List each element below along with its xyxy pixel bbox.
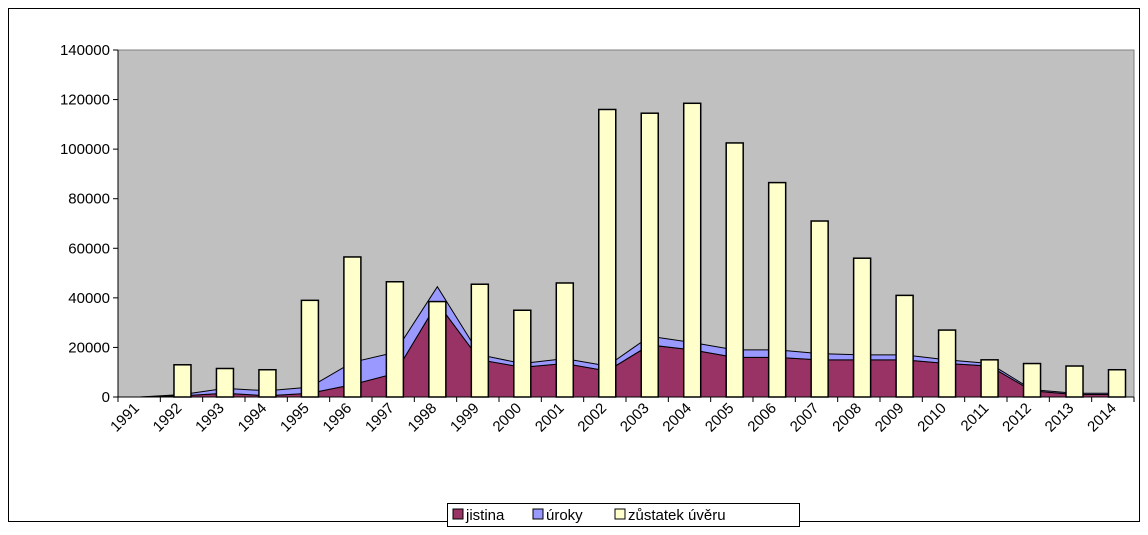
bar — [258, 368, 277, 398]
legend-swatch — [614, 508, 626, 520]
y-tick-label: 0 — [102, 389, 110, 406]
bar — [682, 102, 702, 398]
bar — [215, 367, 235, 398]
bar — [767, 181, 787, 398]
bar — [343, 256, 362, 398]
legend-label: zůstatek úvěru — [628, 507, 726, 524]
bar — [895, 294, 914, 398]
y-tick-label: 40000 — [68, 290, 110, 307]
y-tick-label: 140000 — [60, 42, 110, 59]
y-tick-label: 80000 — [68, 191, 110, 208]
bar — [640, 112, 659, 398]
bar — [598, 108, 617, 398]
y-tick-label: 100000 — [60, 141, 110, 158]
y-tick-label: 120000 — [60, 92, 110, 109]
bar — [937, 329, 957, 398]
bar — [852, 257, 872, 398]
bar — [385, 280, 405, 398]
bar — [1022, 362, 1042, 398]
legend-label: jistina — [465, 507, 505, 524]
bar — [428, 300, 447, 398]
bar — [980, 359, 999, 398]
plot-area — [117, 49, 1135, 398]
bar — [173, 364, 192, 398]
bar — [555, 282, 575, 398]
bar — [470, 283, 490, 398]
legend-label: úroky — [546, 507, 583, 524]
legend-swatch — [452, 508, 464, 520]
y-tick-label: 20000 — [68, 339, 110, 356]
bar — [1107, 368, 1127, 398]
bar — [300, 299, 320, 398]
y-tick-label: 60000 — [68, 240, 110, 257]
bar — [810, 220, 829, 398]
bar — [1065, 365, 1084, 398]
bar — [513, 309, 532, 398]
legend-swatch — [532, 508, 544, 520]
bar — [725, 142, 744, 398]
